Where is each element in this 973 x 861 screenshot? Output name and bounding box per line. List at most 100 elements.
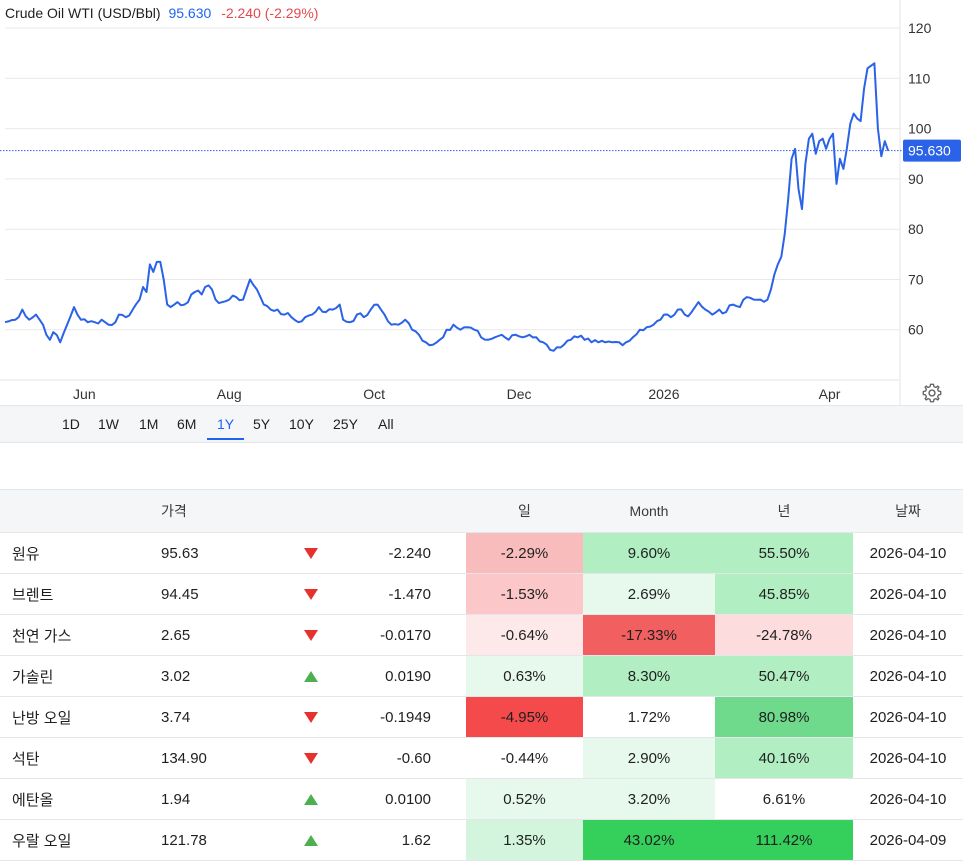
x-tick-label: Aug xyxy=(217,386,242,402)
table-row[interactable]: 에탄올 1.94 0.0100 0.52% 3.20% 6.61% 2026-04-10 xyxy=(0,778,963,820)
timeframe-1w[interactable]: 1W xyxy=(98,416,119,432)
date-value: 2026-04-10 xyxy=(853,696,963,738)
table-row[interactable]: 브렌트 94.45 -1.470 -1.53% 2.69% 45.85% 2026-04-1… xyxy=(0,573,963,615)
date-value: 2026-04-09 xyxy=(853,819,963,861)
up-triangle-icon xyxy=(304,835,318,847)
table-row[interactable]: 난방 오일 3.74 -0.1949 -4.95% 1.72% 80.98% 2026-04… xyxy=(0,696,963,738)
month-percent: 1.72% xyxy=(583,696,715,738)
header-name xyxy=(0,489,131,533)
price-value: 121.78 xyxy=(131,819,280,861)
y-tick-label: 120 xyxy=(908,20,932,36)
day-percent: -1.53% xyxy=(466,573,583,615)
commodity-name[interactable]: 에탄올 xyxy=(0,778,131,820)
direction-cell xyxy=(280,614,342,656)
change-value: 0.0190 xyxy=(342,655,466,697)
day-percent: -2.29% xyxy=(466,532,583,574)
timeframe-1d[interactable]: 1D xyxy=(62,416,80,432)
timeframe-10y[interactable]: 10Y xyxy=(289,416,314,432)
x-tick-label: Dec xyxy=(507,386,532,402)
table-row[interactable]: 석탄 134.90 -0.60 -0.44% 2.90% 40.16% 2026-04-10 xyxy=(0,737,963,779)
x-tick-label: 2026 xyxy=(648,386,679,402)
y-tick-label: 60 xyxy=(908,322,924,338)
y-tick-label: 80 xyxy=(908,221,924,237)
down-triangle-icon xyxy=(304,712,318,724)
month-percent: 3.20% xyxy=(583,778,715,820)
up-triangle-icon xyxy=(304,671,318,683)
price-value: 3.02 xyxy=(131,655,280,697)
direction-cell xyxy=(280,573,342,615)
direction-cell xyxy=(280,737,342,779)
change-value: -2.240 xyxy=(342,532,466,574)
day-percent: -0.44% xyxy=(466,737,583,779)
x-tick-label: Oct xyxy=(363,386,385,402)
y-tick-label: 90 xyxy=(908,171,924,187)
year-percent: 45.85% xyxy=(715,573,853,615)
price-value: 95.63 xyxy=(131,532,280,574)
down-triangle-icon xyxy=(304,630,318,642)
year-percent: 40.16% xyxy=(715,737,853,779)
commodity-name[interactable]: 원유 xyxy=(0,532,131,574)
direction-cell xyxy=(280,696,342,738)
year-percent: 55.50% xyxy=(715,532,853,574)
change-value: -1.470 xyxy=(342,573,466,615)
table-row[interactable]: 천연 가스 2.65 -0.0170 -0.64% -17.33% -24.78% 2026… xyxy=(0,614,963,656)
active-timeframe-underline xyxy=(207,438,244,440)
price-change: -2.240 (-2.29%) xyxy=(221,5,319,21)
date-value: 2026-04-10 xyxy=(853,573,963,615)
price-value: 3.74 xyxy=(131,696,280,738)
date-value: 2026-04-10 xyxy=(853,655,963,697)
x-tick-label: Jun xyxy=(73,386,96,402)
chart-svg: 60 70 80 90 100 110 120 Jun Aug Oct Dec 2026 Apr 95… xyxy=(0,0,961,405)
header-change xyxy=(342,489,466,533)
timeframe-6m[interactable]: 6M xyxy=(177,416,197,432)
year-percent: 80.98% xyxy=(715,696,853,738)
commodity-name[interactable]: 브렌트 xyxy=(0,573,131,615)
direction-cell xyxy=(280,819,342,861)
timeframe-1y[interactable]: 1Y xyxy=(217,416,235,432)
header-month: Month xyxy=(583,489,715,533)
header-date: 날짜 xyxy=(853,489,963,533)
down-triangle-icon xyxy=(304,753,318,765)
commodity-name[interactable]: 천연 가스 xyxy=(0,614,131,656)
table-row[interactable]: 가솔린 3.02 0.0190 0.63% 8.30% 50.47% 2026-04-10 xyxy=(0,655,963,697)
x-tick-label: Apr xyxy=(819,386,841,402)
change-value: -0.1949 xyxy=(342,696,466,738)
down-triangle-icon xyxy=(304,589,318,601)
day-percent: 0.52% xyxy=(466,778,583,820)
year-percent: 50.47% xyxy=(715,655,853,697)
day-percent: -0.64% xyxy=(466,614,583,656)
commodity-name[interactable]: 난방 오일 xyxy=(0,696,131,738)
settings-gear-icon[interactable] xyxy=(921,382,943,404)
month-percent: 2.69% xyxy=(583,573,715,615)
price-chart: 60 70 80 90 100 110 120 Jun Aug Oct Dec 2026 Apr 95… xyxy=(0,0,963,443)
timeframe-1m[interactable]: 1M xyxy=(139,416,159,432)
timeframe-25y[interactable]: 25Y xyxy=(333,416,358,432)
timeframe-all[interactable]: All xyxy=(378,416,394,432)
year-percent: 6.61% xyxy=(715,778,853,820)
date-value: 2026-04-10 xyxy=(853,737,963,779)
header-year: 년 xyxy=(715,489,853,533)
down-triangle-icon xyxy=(304,548,318,560)
month-percent: 2.90% xyxy=(583,737,715,779)
timeframe-bar: 1D 1W 1M 6M 1Y 5Y 10Y 25Y All xyxy=(0,405,963,443)
commodity-name[interactable]: 우랄 오일 xyxy=(0,819,131,861)
up-triangle-icon xyxy=(304,794,318,806)
table-row[interactable]: 원유 95.63 -2.240 -2.29% 9.60% 55.50% 2026-04-10 xyxy=(0,532,963,574)
direction-cell xyxy=(280,655,342,697)
table-header-row: 가격 일 Month 년 날짜 xyxy=(0,489,963,533)
day-percent: -4.95% xyxy=(466,696,583,738)
change-value: 1.62 xyxy=(342,819,466,861)
day-percent: 0.63% xyxy=(466,655,583,697)
direction-cell xyxy=(280,778,342,820)
date-value: 2026-04-10 xyxy=(853,778,963,820)
commodity-name[interactable]: 가솔린 xyxy=(0,655,131,697)
month-percent: 9.60% xyxy=(583,532,715,574)
timeframe-5y[interactable]: 5Y xyxy=(253,416,271,432)
price-value: 1.94 xyxy=(131,778,280,820)
year-percent: 111.42% xyxy=(715,819,853,861)
header-day: 일 xyxy=(466,489,583,533)
chart-header: Crude Oil WTI (USD/Bbl) 95.630 -2.240 (-… xyxy=(5,5,318,21)
table-row[interactable]: 우랄 오일 121.78 1.62 1.35% 43.02% 111.42% 2026-04… xyxy=(0,819,963,861)
date-value: 2026-04-10 xyxy=(853,614,963,656)
commodity-name[interactable]: 석탄 xyxy=(0,737,131,779)
